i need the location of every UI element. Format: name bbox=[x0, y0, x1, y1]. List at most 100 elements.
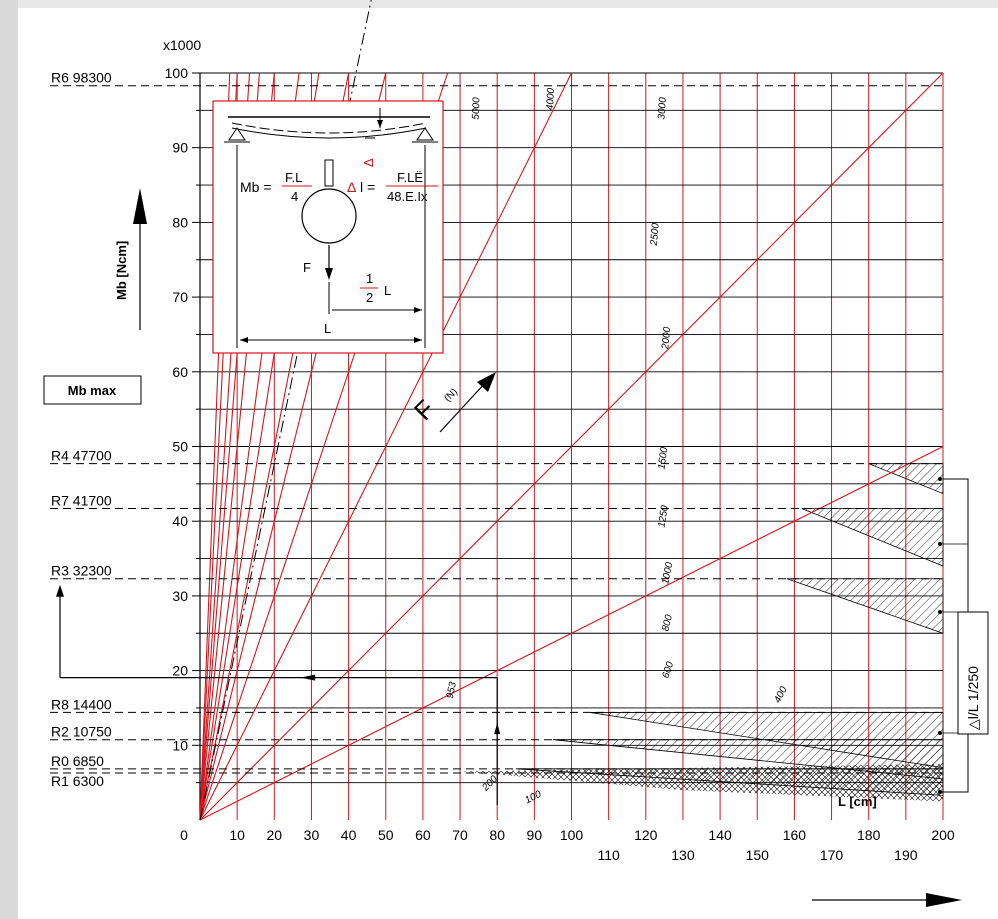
L-arrow-right bbox=[414, 337, 422, 343]
mb-formula-den: 4 bbox=[291, 189, 298, 204]
deflection-dot bbox=[938, 610, 942, 614]
inset-L-label: L bbox=[324, 321, 331, 336]
y-axis-label: Mb [Ncm] bbox=[114, 241, 129, 300]
force-label: F bbox=[408, 394, 440, 426]
example-top-arrow bbox=[56, 584, 64, 597]
force-line-label: 1500 bbox=[656, 446, 670, 470]
dl-formula-den: 48.E.Ix bbox=[387, 189, 428, 204]
force-line-label: 100 bbox=[523, 789, 543, 807]
x-axis-arrow-head bbox=[926, 893, 962, 907]
x-tick-label: 20 bbox=[267, 827, 283, 843]
dl-formula-num: F.LË bbox=[397, 170, 423, 185]
deflection-hatch-zone bbox=[801, 508, 944, 567]
force-line-label: 953 bbox=[445, 681, 459, 700]
load-force-arrow bbox=[325, 268, 333, 280]
x-tick-label: 90 bbox=[527, 827, 543, 843]
x-tick-label: 30 bbox=[304, 827, 320, 843]
beam-bottom-line bbox=[231, 127, 427, 139]
deflection-dot bbox=[938, 542, 942, 546]
force-line-label: 1250 bbox=[656, 504, 670, 528]
half-L-arrow bbox=[414, 307, 422, 313]
y-tick-label: 80 bbox=[172, 214, 188, 230]
mb-max-label: Mb max bbox=[68, 383, 117, 398]
force-line-label: 2000 bbox=[660, 326, 673, 351]
mb-max-box bbox=[43, 375, 142, 405]
example-left-arrow bbox=[300, 674, 316, 681]
x-axis-label: L [cm] bbox=[838, 794, 877, 809]
y-tick-label: 20 bbox=[172, 663, 188, 679]
deflection-dot bbox=[938, 731, 942, 735]
force-line bbox=[199, 72, 572, 821]
deflection-hatch-zone bbox=[786, 578, 944, 634]
x-tick-label: 70 bbox=[452, 827, 468, 843]
y-axis-arrow-head bbox=[133, 188, 147, 224]
deflection-dot bbox=[938, 477, 942, 481]
x-tick-label: 120 bbox=[634, 827, 658, 843]
deflection-zones bbox=[460, 463, 944, 802]
y-tick-label: 40 bbox=[172, 513, 188, 529]
x-tick-label: 180 bbox=[857, 827, 881, 843]
x-tick-label: 190 bbox=[894, 847, 918, 863]
x-tick-label: 110 bbox=[597, 847, 620, 863]
deflection-dot bbox=[938, 790, 942, 794]
force-line-label: 5000 bbox=[471, 97, 483, 120]
inset-delta-rotated: Δ bbox=[361, 158, 376, 167]
rail-profile-label: R3 32300 bbox=[51, 563, 112, 579]
x-tick-label: 80 bbox=[489, 827, 505, 843]
half-num: 1 bbox=[366, 271, 373, 286]
y-tick-label: 10 bbox=[172, 737, 188, 753]
rail-profile-label: R2 10750 bbox=[51, 724, 112, 740]
half-L-label: L bbox=[384, 283, 391, 298]
rail-profile-label: R1 6300 bbox=[51, 773, 104, 789]
y-tick-label: 30 bbox=[172, 588, 188, 604]
y-tick-label: 100 bbox=[165, 65, 189, 81]
x-tick-label: 50 bbox=[378, 827, 394, 843]
x-tick-label: 0 bbox=[180, 827, 188, 843]
force-unit-label: (N) bbox=[442, 387, 460, 405]
dl-formula-lhs: l = bbox=[360, 179, 375, 195]
force-line-label: 3000 bbox=[656, 97, 668, 120]
rail-profile-label: R6 98300 bbox=[51, 70, 112, 86]
y-tick-label: 70 bbox=[172, 289, 188, 305]
x-tick-label: 130 bbox=[671, 847, 695, 863]
L-arrow-left bbox=[240, 337, 248, 343]
force-arrow-line bbox=[439, 381, 487, 433]
x-tick-label: 200 bbox=[931, 827, 955, 843]
x-tick-label: 140 bbox=[708, 827, 732, 843]
rail-profile-label: R4 47700 bbox=[51, 448, 112, 464]
x-tick-label: 170 bbox=[820, 847, 844, 863]
load-weight-icon bbox=[301, 188, 357, 244]
x-tick-label: 40 bbox=[341, 827, 357, 843]
force-line bbox=[199, 72, 944, 821]
support-right-icon bbox=[416, 127, 434, 141]
inset-f-label: F bbox=[303, 260, 311, 275]
x-tick-label: 160 bbox=[783, 827, 807, 843]
background-strip bbox=[0, 0, 18, 919]
force-line-label: 800 bbox=[660, 613, 675, 632]
rail-profile-lines bbox=[50, 85, 943, 774]
x-tick-label: 60 bbox=[415, 827, 431, 843]
force-line-label: 600 bbox=[660, 660, 676, 680]
x-tick-label: 100 bbox=[560, 827, 584, 843]
y-tick-label: 90 bbox=[172, 140, 188, 156]
force-line-label: 2500 bbox=[649, 222, 662, 246]
force-line-label: 400 bbox=[772, 685, 789, 705]
y-tick-label: 60 bbox=[172, 364, 188, 380]
force-line-label: 4000 bbox=[545, 87, 557, 110]
mb-formula-lhs: Mb = bbox=[240, 179, 272, 195]
x-tick-label: 150 bbox=[746, 847, 770, 863]
force-arrow-head bbox=[477, 372, 496, 392]
rail-profile-label: R7 41700 bbox=[51, 493, 112, 509]
deflection-label-box bbox=[957, 611, 989, 735]
rail-profile-label: R8 14400 bbox=[51, 696, 112, 712]
y-multiplier-label: x1000 bbox=[163, 37, 201, 53]
load-hanger bbox=[324, 159, 334, 187]
rail-profile-label: R0 6850 bbox=[51, 753, 104, 769]
example-up-arrow bbox=[494, 722, 501, 735]
y-tick-label: 50 bbox=[172, 439, 188, 455]
x-tick-label: 10 bbox=[229, 827, 245, 843]
mb-formula-num: F.L bbox=[285, 170, 302, 185]
deflection-label: △l/L 1/250 bbox=[965, 666, 981, 730]
deflection-indicator-arrow bbox=[377, 120, 383, 128]
